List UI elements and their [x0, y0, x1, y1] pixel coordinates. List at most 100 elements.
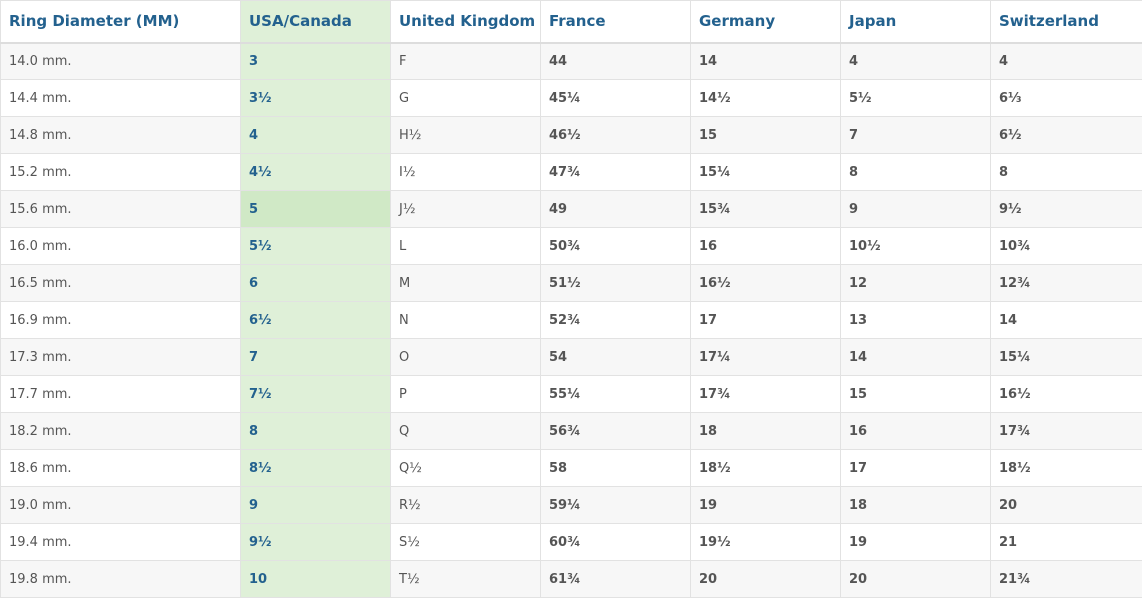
table-row: 15.2 mm. 4½ I½ 47¾ 15¼ 8 8: [0, 153, 1142, 191]
table-cell: 8½: [240, 449, 391, 487]
table-cell: 47¾: [540, 153, 691, 191]
table-cell: 8: [990, 153, 1142, 191]
column-header: Ring Diameter (MM): [0, 0, 241, 44]
table-cell: 17¾: [690, 375, 841, 413]
table-cell: 19: [840, 523, 991, 561]
table-cell: 50¾: [540, 227, 691, 265]
table-cell: 46½: [540, 116, 691, 154]
table-cell: G: [390, 79, 541, 117]
table-row: 19.4 mm. 9½ S½ 60¾ 19½ 19 21: [0, 523, 1142, 561]
table-row: 14.8 mm. 4 H½ 46½ 15 7 6½: [0, 116, 1142, 154]
table-row: 14.0 mm. 3 F 44 14 4 4: [0, 42, 1142, 80]
table-cell: 9: [840, 190, 991, 228]
table-cell: L: [390, 227, 541, 265]
table-cell: 7: [240, 338, 391, 376]
table-row: 18.6 mm. 8½ Q½ 58 18½ 17 18½: [0, 449, 1142, 487]
table-cell: 13: [840, 301, 991, 339]
table-cell: 56¾: [540, 412, 691, 450]
table-cell: 10½: [840, 227, 991, 265]
table-cell: Q½: [390, 449, 541, 487]
table-cell: 14.0 mm.: [0, 42, 241, 80]
table-body: 14.0 mm. 3 F 44 14 4 4 14.4 mm. 3½ G 45¼ 14½ 5½ 6⅓ 14.…: [0, 42, 1142, 598]
table-cell: 8: [840, 153, 991, 191]
table-cell: 17: [690, 301, 841, 339]
table-cell: J½: [390, 190, 541, 228]
table-cell: 15¼: [990, 338, 1142, 376]
table-cell: 17¾: [990, 412, 1142, 450]
table-cell: 4: [240, 116, 391, 154]
table-cell: 18½: [990, 449, 1142, 487]
table-cell: 16: [690, 227, 841, 265]
table-row: 16.9 mm. 6½ N 52¾ 17 13 14: [0, 301, 1142, 339]
table-head: Ring Diameter (MM) USA/Canada United Kingd…: [0, 0, 1142, 44]
table-row: 17.7 mm. 7½ P 55¼ 17¾ 15 16½: [0, 375, 1142, 413]
table-cell: S½: [390, 523, 541, 561]
column-header: France: [540, 0, 691, 44]
table-cell: 49: [540, 190, 691, 228]
column-header: Japan: [840, 0, 991, 44]
table-row: 15.6 mm. 5 J½ 49 15¾ 9 9½: [0, 190, 1142, 228]
table-cell: 7: [840, 116, 991, 154]
table-cell: 3½: [240, 79, 391, 117]
table-cell: 60¾: [540, 523, 691, 561]
table-cell: 4½: [240, 153, 391, 191]
header-row: Ring Diameter (MM) USA/Canada United Kingd…: [0, 0, 1142, 44]
table-cell: 52¾: [540, 301, 691, 339]
table-row: 17.3 mm. 7 O 54 17¼ 14 15¼: [0, 338, 1142, 376]
table-cell: 15.6 mm.: [0, 190, 241, 228]
table-cell: 58: [540, 449, 691, 487]
table-cell: 7½: [240, 375, 391, 413]
table-cell: 59¼: [540, 486, 691, 524]
table-cell: R½: [390, 486, 541, 524]
table-cell: M: [390, 264, 541, 302]
table-cell: 5½: [240, 227, 391, 265]
column-header: Switzerland: [990, 0, 1142, 44]
table-cell: 18.6 mm.: [0, 449, 241, 487]
table-cell: 6: [240, 264, 391, 302]
table-cell: 3: [240, 42, 391, 80]
table-cell: 16.9 mm.: [0, 301, 241, 339]
table-cell: 14: [990, 301, 1142, 339]
table-cell: 18.2 mm.: [0, 412, 241, 450]
table-cell: 14: [690, 42, 841, 80]
table-cell: 19.8 mm.: [0, 560, 241, 598]
table-cell: 19.4 mm.: [0, 523, 241, 561]
table-cell: 15¼: [690, 153, 841, 191]
column-header: USA/Canada: [240, 0, 391, 44]
table-cell: 18½: [690, 449, 841, 487]
table-cell: 54: [540, 338, 691, 376]
table-cell: 8: [240, 412, 391, 450]
table-cell: 61¾: [540, 560, 691, 598]
table-row: 14.4 mm. 3½ G 45¼ 14½ 5½ 6⅓: [0, 79, 1142, 117]
table-cell: 5: [240, 190, 391, 228]
table-cell: 15¾: [690, 190, 841, 228]
table-cell: 16: [840, 412, 991, 450]
table-cell: 9½: [240, 523, 391, 561]
table-cell: 15: [840, 375, 991, 413]
table-cell: 6½: [240, 301, 391, 339]
table-cell: 19½: [690, 523, 841, 561]
table-cell: 4: [840, 42, 991, 80]
table-cell: 16½: [690, 264, 841, 302]
table-cell: 14.8 mm.: [0, 116, 241, 154]
table-cell: 20: [990, 486, 1142, 524]
table-cell: 19.0 mm.: [0, 486, 241, 524]
table-cell: 5½: [840, 79, 991, 117]
table-cell: P: [390, 375, 541, 413]
table-cell: Q: [390, 412, 541, 450]
table-cell: 14½: [690, 79, 841, 117]
table-cell: N: [390, 301, 541, 339]
table-cell: 18: [690, 412, 841, 450]
table-cell: 20: [690, 560, 841, 598]
table-cell: 21: [990, 523, 1142, 561]
table-cell: 16.5 mm.: [0, 264, 241, 302]
column-header: United Kingdom: [390, 0, 541, 44]
table-cell: 12¾: [990, 264, 1142, 302]
table-row: 19.8 mm. 10 T½ 61¾ 20 20 21¾: [0, 560, 1142, 598]
table-cell: 21¾: [990, 560, 1142, 598]
table-cell: 17: [840, 449, 991, 487]
table-cell: 19: [690, 486, 841, 524]
table-cell: 17¼: [690, 338, 841, 376]
